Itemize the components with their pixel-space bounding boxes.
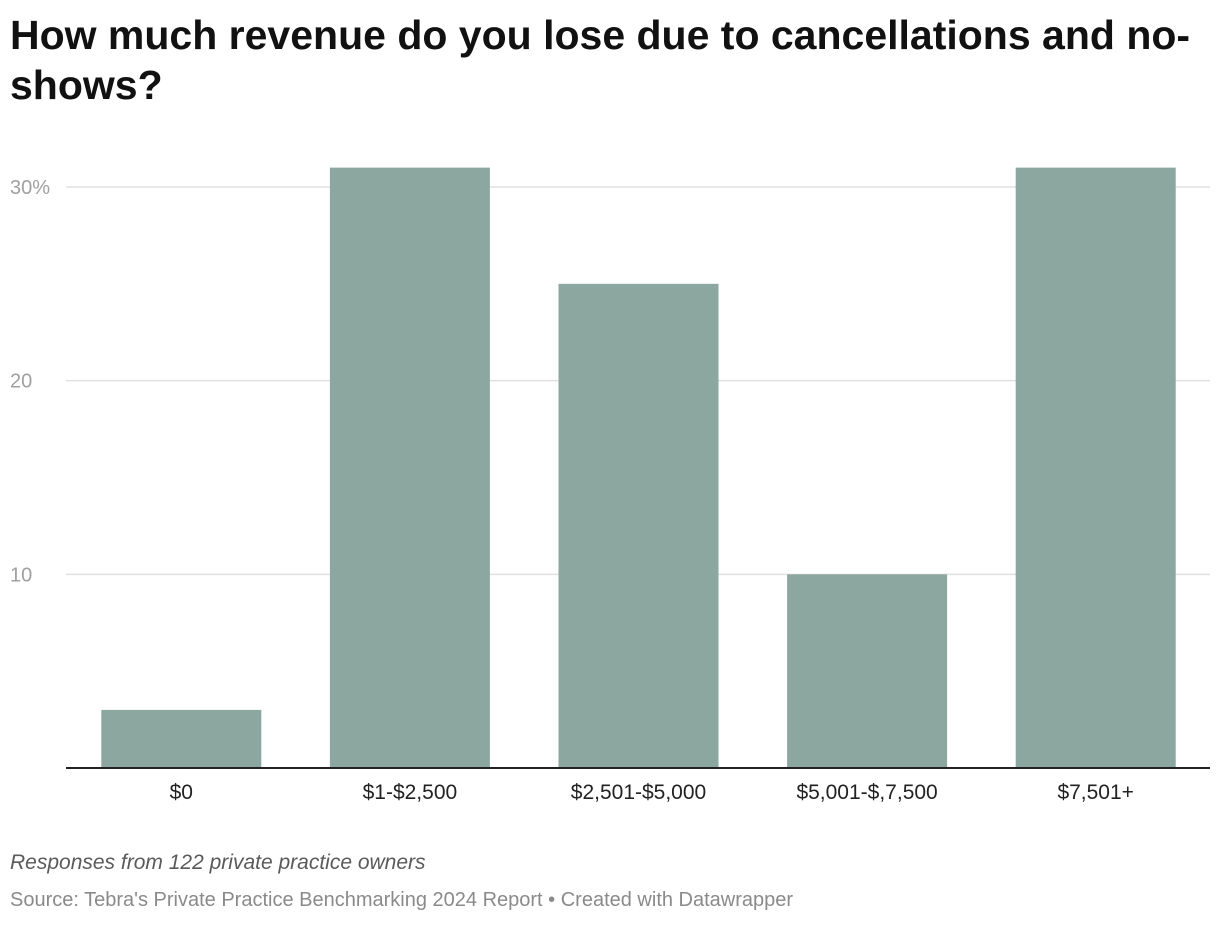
chart-title: How much revenue do you lose due to canc… xyxy=(10,12,1191,108)
x-category-label: $5,001-$,7,500 xyxy=(796,781,937,804)
chart-source: Source: Tebra's Private Practice Benchma… xyxy=(10,889,794,911)
y-axis-tick-labels: 10 20 30% xyxy=(10,177,50,586)
x-category-label: $2,501-$5,000 xyxy=(571,781,706,804)
bar xyxy=(787,574,948,768)
y-tick-label: 10 xyxy=(10,564,32,586)
x-category-label: $7,501+ xyxy=(1057,781,1134,804)
y-tick-label: 30% xyxy=(10,177,50,199)
chart-note: Responses from 122 private practice owne… xyxy=(10,851,426,874)
x-axis-category-labels: $0 $1-$2,500 $2,501-$5,000 $5,001-$,7,500 $7… xyxy=(170,781,1134,804)
bars xyxy=(101,167,1176,769)
y-tick-label: 20 xyxy=(10,371,32,393)
bar xyxy=(101,709,262,768)
bar xyxy=(558,283,719,768)
x-category-label: $1-$2,500 xyxy=(363,781,458,804)
bar xyxy=(329,167,490,769)
bar xyxy=(1015,167,1176,769)
x-category-label: $0 xyxy=(170,781,193,804)
